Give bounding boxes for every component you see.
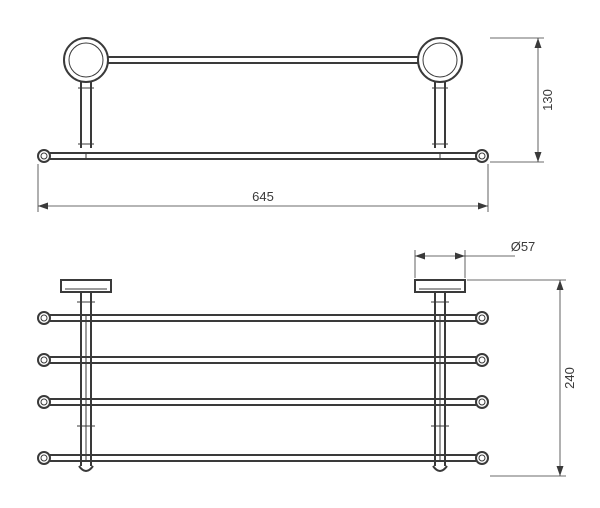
top-view [38, 280, 488, 471]
dim-width: 645 [252, 189, 274, 204]
technical-drawing: 645 130 Ø57 240 [0, 0, 600, 508]
dim-flange-dia: Ø57 [511, 239, 536, 254]
dim-top-height: 240 [562, 367, 577, 389]
dim-front-height: 130 [540, 89, 555, 111]
dimensions: 645 130 Ø57 240 [38, 38, 577, 476]
front-view [38, 38, 488, 162]
